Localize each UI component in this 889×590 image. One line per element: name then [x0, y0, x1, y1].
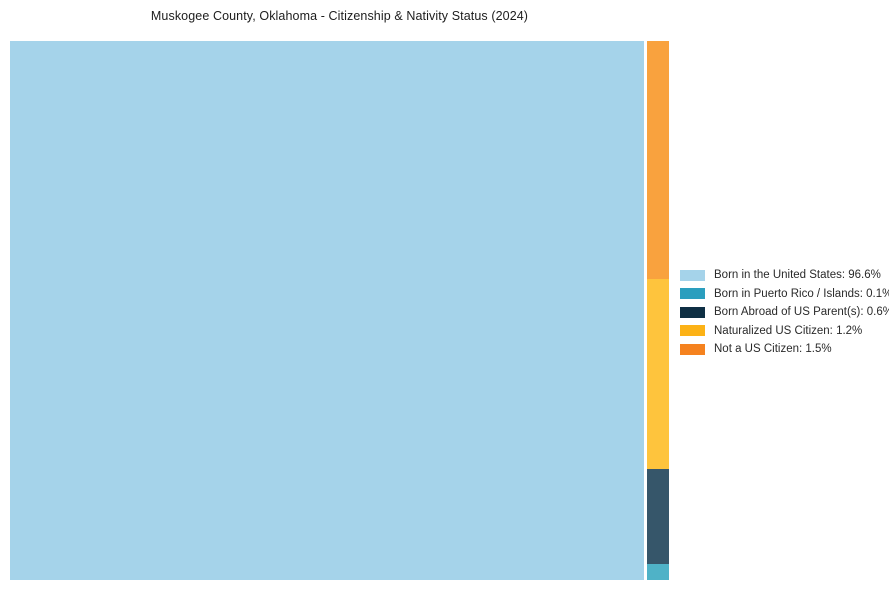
legend-label: Born in Puerto Rico / Islands: 0.1%	[714, 287, 889, 300]
treemap-segment-born-in-puerto-rico-islands[interactable]	[646, 564, 669, 581]
legend-swatch	[680, 306, 705, 318]
legend: Born in the United States: 96.6% Born in…	[680, 266, 889, 359]
chart-title: Muskogee County, Oklahoma - Citizenship …	[150, 9, 529, 23]
legend-swatch	[680, 325, 705, 337]
legend-item-born-abroad-of-us-parents[interactable]: Born Abroad of US Parent(s): 0.6%	[680, 303, 889, 322]
treemap-minor-column	[646, 41, 669, 581]
treemap-segment-naturalized-us-citizen[interactable]	[646, 278, 669, 470]
treemap-segment-born-abroad-of-us-parent-s[interactable]	[646, 469, 669, 565]
legend-item-naturalized-us-citizen[interactable]: Naturalized US Citizen: 1.2%	[680, 322, 889, 341]
legend-item-born-in-the-united-states[interactable]: Born in the United States: 96.6%	[680, 266, 889, 285]
legend-item-not-a-us-citizen[interactable]: Not a US Citizen: 1.5%	[680, 340, 889, 359]
treemap-plot-area	[10, 41, 669, 581]
legend-label: Not a US Citizen: 1.5%	[714, 343, 832, 356]
legend-swatch	[680, 288, 705, 300]
treemap-segment-not-a-us-citizen[interactable]	[646, 41, 669, 279]
legend-swatch	[680, 343, 705, 355]
legend-label: Born in the United States: 96.6%	[714, 269, 881, 282]
treemap-segment-born-in-the-united-states[interactable]	[10, 41, 644, 580]
legend-swatch	[680, 269, 705, 281]
legend-item-born-in-puerto-rico-islands[interactable]: Born in Puerto Rico / Islands: 0.1%	[680, 285, 889, 304]
legend-label: Born Abroad of US Parent(s): 0.6%	[714, 306, 889, 319]
legend-label: Naturalized US Citizen: 1.2%	[714, 324, 863, 337]
